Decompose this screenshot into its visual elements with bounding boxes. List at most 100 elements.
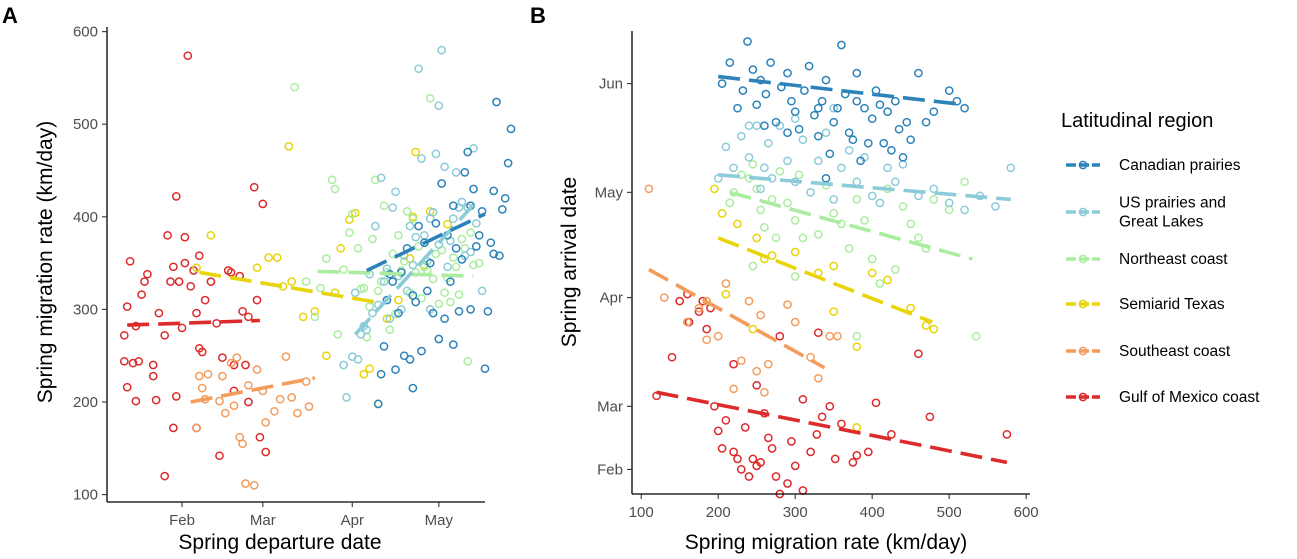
legend-title: Latitudinal region (1061, 110, 1213, 132)
point-gulf-of-mexico-coast (241, 360, 250, 370)
legend-key-point (1078, 299, 1088, 309)
point-canadian-prairies (434, 334, 444, 344)
point-canadian-prairies (852, 68, 862, 78)
point-gulf-of-mexico-coast (244, 397, 253, 407)
point-southeast-coast (194, 371, 204, 381)
point-gulf-of-mexico-coast (806, 447, 815, 457)
y-tick-label: 600 (73, 24, 98, 41)
point-canadian-prairies (902, 117, 912, 127)
point-gulf-of-mexico-coast (218, 353, 227, 362)
point-us-prairies-and-great-lakes (368, 308, 377, 318)
point-northeast-coast (368, 234, 377, 244)
point-us-prairies-and-great-lakes (829, 103, 839, 113)
point-northeast-coast (775, 166, 785, 176)
point-northeast-coast (790, 272, 800, 281)
point-canadian-prairies (914, 68, 923, 78)
point-northeast-coast (339, 265, 348, 274)
point-semiarid-texas (752, 233, 762, 243)
panel-a-points (119, 45, 516, 490)
point-semiarid-texas (829, 261, 839, 271)
y-tick-label: 300 (73, 301, 98, 318)
point-us-prairies-and-great-lakes (339, 360, 348, 370)
legend-label: Semiarid Texas (1119, 296, 1225, 313)
legend-key-point (1078, 254, 1088, 264)
point-canadian-prairies (717, 79, 727, 88)
point-gulf-of-mexico-coast (1002, 430, 1012, 439)
point-canadian-prairies (752, 100, 762, 110)
point-northeast-coast (944, 205, 954, 215)
point-gulf-of-mexico-coast (736, 465, 746, 474)
point-southeast-coast (218, 371, 227, 381)
point-gulf-of-mexico-coast (215, 451, 224, 461)
point-us-prairies-and-great-lakes (391, 187, 400, 197)
point-semiarid-texas (394, 295, 403, 305)
point-southeast-coast (249, 480, 259, 490)
point-us-prairies-and-great-lakes (388, 203, 398, 212)
point-canadian-prairies (813, 131, 823, 141)
point-us-prairies-and-great-lakes (477, 286, 487, 296)
x-tick-label: Mar (250, 512, 276, 529)
point-canadian-prairies (725, 58, 735, 67)
point-southeast-coast (252, 365, 262, 374)
point-us-prairies-and-great-lakes (434, 101, 444, 111)
point-us-prairies-and-great-lakes (729, 163, 738, 173)
trendline-semiarid-texas (199, 270, 376, 304)
point-gulf-of-mexico-coast (748, 454, 758, 464)
point-gulf-of-mexico-coast (244, 312, 253, 322)
point-us-prairies-and-great-lakes (929, 184, 939, 194)
legend-key-point (1078, 392, 1088, 402)
point-us-prairies-and-great-lakes (448, 214, 458, 224)
point-canadian-prairies (921, 117, 931, 127)
point-canadian-prairies (471, 242, 481, 251)
panel-b-trendlines (648, 74, 1011, 465)
point-northeast-coast (783, 198, 792, 208)
point-southeast-coast (226, 358, 236, 368)
point-gulf-of-mexico-coast (817, 412, 827, 422)
point-us-prairies-and-great-lakes (408, 260, 418, 270)
point-us-prairies-and-great-lakes (744, 152, 754, 162)
point-southeast-coast (813, 373, 823, 383)
point-gulf-of-mexico-coast (763, 433, 773, 443)
point-semiarid-texas (929, 324, 939, 334)
point-us-prairies-and-great-lakes (763, 138, 773, 148)
point-canadian-prairies (483, 306, 493, 316)
point-us-prairies-and-great-lakes (821, 128, 831, 138)
point-semiarid-texas (192, 263, 201, 273)
point-us-prairies-and-great-lakes (342, 393, 351, 402)
point-us-prairies-and-great-lakes (813, 156, 823, 166)
point-northeast-coast (469, 260, 478, 270)
point-us-prairies-and-great-lakes (451, 168, 461, 177)
point-canadian-prairies (829, 117, 839, 127)
point-southeast-coast (806, 352, 815, 362)
point-southeast-coast (763, 359, 773, 369)
point-northeast-coast (376, 277, 386, 286)
point-northeast-coast (756, 205, 765, 215)
point-canadian-prairies (506, 124, 516, 134)
point-gulf-of-mexico-coast (790, 461, 800, 471)
point-northeast-coast (373, 286, 383, 296)
point-southeast-coast (238, 439, 247, 449)
point-canadian-prairies (489, 186, 499, 196)
point-northeast-coast (813, 230, 823, 239)
point-us-prairies-and-great-lakes (883, 163, 892, 173)
point-canadian-prairies (738, 86, 748, 95)
point-northeast-coast (448, 253, 458, 262)
x-tick-label: Feb (169, 512, 195, 529)
point-gulf-of-mexico-coast (694, 307, 704, 316)
panel-a-x-title: Spring departure date (178, 531, 381, 554)
y-tick-label: Apr (600, 290, 623, 307)
point-us-prairies-and-great-lakes (376, 173, 386, 183)
point-southeast-coast (790, 317, 800, 327)
point-gulf-of-mexico-coast (169, 262, 178, 272)
point-gulf-of-mexico-coast (729, 359, 738, 369)
point-gulf-of-mexico-coast (163, 230, 172, 240)
point-canadian-prairies (800, 86, 809, 95)
point-canadian-prairies (437, 179, 447, 188)
point-gulf-of-mexico-coast (812, 430, 822, 439)
point-semiarid-texas (359, 369, 369, 379)
point-northeast-coast (837, 219, 846, 229)
point-northeast-coast (748, 261, 758, 271)
point-semiarid-texas (284, 142, 294, 151)
point-northeast-coast (345, 228, 354, 237)
point-canadian-prairies (960, 103, 969, 113)
